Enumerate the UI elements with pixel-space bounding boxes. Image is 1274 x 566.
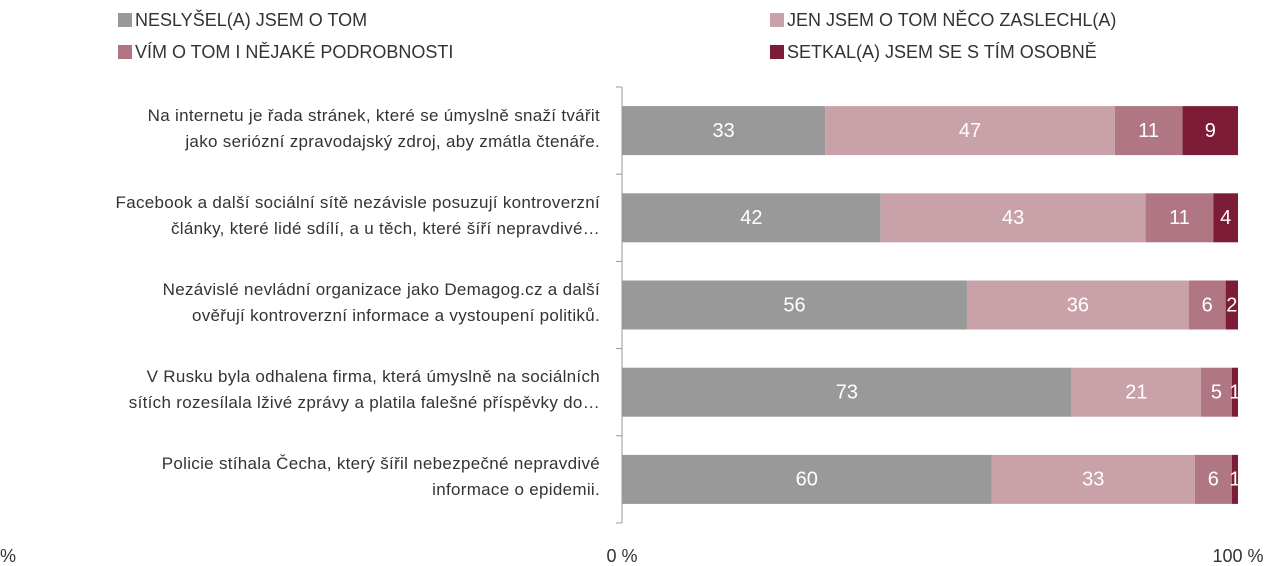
value-label: 33 <box>713 120 735 142</box>
bar-segment <box>622 193 881 243</box>
legend-swatch <box>770 45 784 59</box>
bar-segment <box>1114 106 1183 156</box>
value-label: 36 <box>1067 294 1089 316</box>
x-tick-label: 0 % <box>606 546 637 566</box>
legend-swatch <box>118 45 132 59</box>
value-label: 4 <box>1220 207 1231 229</box>
bar-segment <box>622 454 992 504</box>
value-label: 6 <box>1208 469 1219 491</box>
legend-label: NESLYŠEL(A) JSEM O TOM <box>135 9 367 30</box>
value-label: 42 <box>740 207 762 229</box>
category-label: Nezávislé nevládní organizace jako Demag… <box>162 280 600 325</box>
x-tick-label: 100 % <box>1212 546 1263 566</box>
bar-segment <box>1213 193 1238 243</box>
legend-label: JEN JSEM O TOM NĚCO ZASLECHL(A) <box>787 10 1116 30</box>
legend-swatch <box>770 13 784 27</box>
bar-segment <box>622 280 967 330</box>
value-label: 11 <box>1169 207 1190 229</box>
value-label: 1 <box>1229 469 1240 491</box>
bar-segment <box>966 280 1189 330</box>
value-label: 56 <box>783 294 805 316</box>
value-label: 1 <box>1229 381 1240 403</box>
value-label: 21 <box>1125 381 1147 403</box>
bar-segment <box>1145 193 1214 243</box>
category-label: Na internetu je řada stránek, které se ú… <box>147 105 600 151</box>
value-label: 2 <box>1226 294 1237 316</box>
bar-segment <box>622 367 1072 417</box>
bar-segment <box>1194 454 1232 504</box>
value-label: 60 <box>796 469 818 491</box>
value-label: 47 <box>959 120 981 142</box>
bar-segment <box>1225 280 1238 330</box>
bar-segment <box>991 454 1195 504</box>
bar-segment <box>880 193 1146 243</box>
x-axis-label: % <box>0 546 16 566</box>
value-label: 43 <box>1002 207 1024 229</box>
value-label: 6 <box>1202 294 1213 316</box>
legend-label: SETKAL(A) JSEM SE S TÍM OSOBNĚ <box>787 42 1097 62</box>
value-label: 9 <box>1205 120 1216 142</box>
category-label: Policie stíhala Čecha, který šířil nebez… <box>161 454 600 500</box>
bar-segment <box>1231 367 1238 417</box>
bar-segment <box>1182 106 1238 156</box>
category-label: V Rusku byla odhalena firma, která úmysl… <box>128 367 600 413</box>
legend-label: VÍM O TOM I NĚJAKÉ PODROBNOSTI <box>135 42 453 62</box>
bar-segment <box>622 106 826 156</box>
bar-segment <box>1231 454 1238 504</box>
value-label: 5 <box>1211 381 1222 403</box>
bar-segment <box>1188 280 1226 330</box>
legend-swatch <box>118 13 132 27</box>
category-label: Facebook a další sociální sítě nezávisle… <box>115 192 600 238</box>
value-label: 73 <box>836 381 858 403</box>
value-label: 33 <box>1082 469 1104 491</box>
bar-segment <box>1071 367 1202 417</box>
bar-segment <box>1201 367 1232 417</box>
value-label: 11 <box>1138 120 1159 142</box>
bar-segment <box>825 106 1115 156</box>
